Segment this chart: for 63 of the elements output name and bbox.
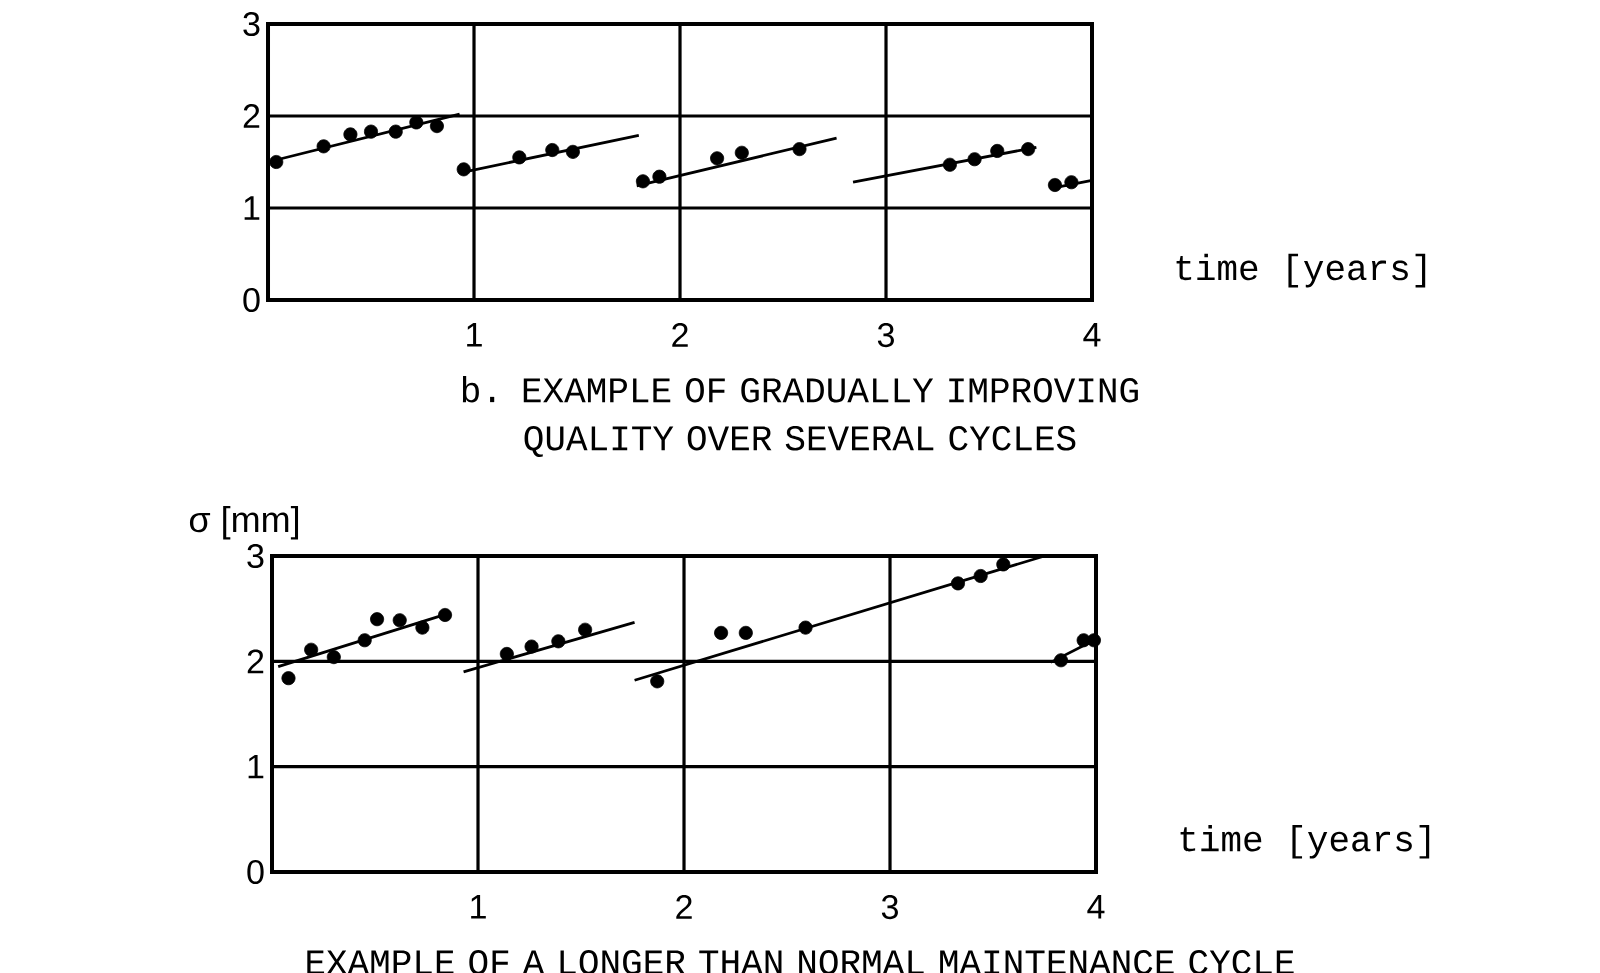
- point: [1086, 633, 1101, 648]
- point: [357, 633, 372, 648]
- point: [316, 139, 331, 154]
- point: [304, 642, 319, 657]
- y-tick-label: 3: [243, 11, 260, 37]
- point: [738, 625, 753, 640]
- x-tick-label: 4: [1087, 895, 1105, 919]
- x-tick-label: 2: [672, 323, 688, 347]
- point: [990, 143, 1005, 158]
- point: [650, 674, 665, 689]
- point: [551, 634, 566, 649]
- point: [326, 650, 341, 665]
- point: [388, 124, 403, 139]
- point: [512, 150, 527, 165]
- point: [343, 127, 358, 142]
- y-tick-label: 2: [243, 104, 260, 128]
- x-tick-label: 3: [881, 895, 898, 920]
- x-tick-label: 4: [1083, 323, 1101, 347]
- y-tick-label: 2: [247, 649, 264, 674]
- point: [652, 169, 667, 184]
- point: [415, 620, 430, 635]
- point: [714, 625, 729, 640]
- point: [973, 569, 988, 584]
- point: [409, 115, 424, 130]
- x-tick-label: 1: [471, 895, 486, 919]
- point: [499, 646, 514, 661]
- y-tick-label: 0: [243, 287, 260, 313]
- x-tick-label: 1: [467, 323, 482, 347]
- point: [1053, 653, 1068, 668]
- point: [370, 612, 385, 627]
- point: [269, 154, 284, 169]
- y-axis-title: σ [mm]: [189, 505, 299, 540]
- y-tick-label: 1: [244, 196, 260, 220]
- point: [456, 162, 471, 177]
- point: [967, 152, 982, 167]
- point: [578, 622, 593, 637]
- point: [734, 145, 749, 160]
- point: [524, 639, 539, 654]
- point: [635, 174, 650, 189]
- x-tick-label: 3: [877, 323, 894, 348]
- x-axis-title: time [years]: [1180, 825, 1430, 859]
- point: [1064, 175, 1079, 190]
- point: [1021, 142, 1036, 157]
- y-tick-label: 0: [247, 859, 264, 885]
- point: [281, 671, 296, 686]
- point: [565, 144, 580, 159]
- point: [798, 620, 813, 635]
- point: [364, 124, 379, 139]
- point: [996, 557, 1011, 572]
- x-axis-title: time [years]: [1176, 253, 1426, 288]
- y-tick-label: 1: [248, 754, 264, 779]
- point: [438, 607, 453, 622]
- point: [545, 143, 560, 158]
- point: [950, 576, 965, 591]
- x-tick-label: 2: [676, 895, 692, 919]
- point: [392, 613, 407, 628]
- point: [942, 157, 957, 172]
- y-tick-label: 3: [247, 543, 264, 569]
- point: [792, 142, 807, 157]
- point: [1047, 177, 1062, 192]
- point: [429, 119, 444, 134]
- text: b. EXAMPLE OF GRADUALLY IMPROVING QUALITY OVER SEVERAL CYCLES: [462, 376, 1138, 457]
- point: [710, 151, 725, 166]
